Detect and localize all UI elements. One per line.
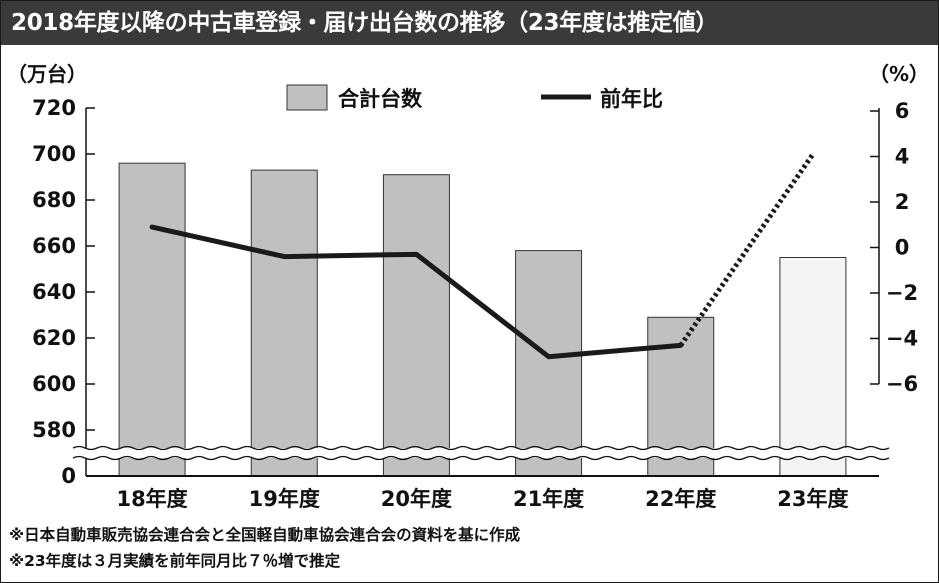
category-label: 23年度 bbox=[777, 487, 848, 511]
category-label: 21年度 bbox=[513, 487, 584, 511]
left-tick-label: 680 bbox=[32, 188, 76, 212]
right-tick-label: −6 bbox=[886, 372, 918, 396]
category-label: 20年度 bbox=[381, 487, 452, 511]
category-label: 19年度 bbox=[249, 487, 320, 511]
right-tick-label: 2 bbox=[895, 190, 910, 214]
left-tick-label: 0 bbox=[61, 464, 76, 488]
bar-1 bbox=[118, 162, 186, 477]
bar-6 bbox=[779, 257, 847, 477]
left-tick-label: 600 bbox=[32, 372, 76, 396]
right-tick-label: 6 bbox=[895, 99, 910, 123]
legend-line-label: 前年比 bbox=[600, 87, 663, 111]
left-tick-label: 620 bbox=[32, 326, 76, 350]
chart-title: 2018年度以降の中古車登録・届け出台数の推移（23年度は推定値） bbox=[1, 1, 938, 45]
axis-break-band bbox=[71, 448, 885, 458]
left-axis-label: （万台） bbox=[7, 62, 87, 86]
yoy-line-estimated bbox=[678, 152, 815, 347]
axis-break-bottom bbox=[72, 455, 890, 461]
right-tick-label: −4 bbox=[886, 327, 918, 351]
legend-bar-swatch bbox=[286, 84, 328, 111]
right-tick-label: 0 bbox=[895, 236, 910, 260]
estimate-note: ※23年度は３月実績を前年同月比７％増で推定 bbox=[9, 552, 341, 570]
axis-break-top bbox=[72, 445, 890, 451]
left-tick-label: 700 bbox=[32, 142, 76, 166]
left-tick-label: 720 bbox=[32, 96, 76, 120]
right-tick-label: −2 bbox=[886, 281, 918, 305]
right-tick-label: 4 bbox=[895, 145, 910, 169]
left-tick-label: 580 bbox=[32, 418, 76, 442]
source-note: ※日本自動車販売協会連合会と全国軽自動車協会連合会の資料を基に作成 bbox=[9, 526, 521, 544]
bar-3 bbox=[382, 174, 450, 477]
legend-bar-label: 合計台数 bbox=[338, 87, 423, 111]
category-label: 22年度 bbox=[645, 487, 716, 511]
chart-svg: 720 700 680 660 640 620 600 580 0 （万台） 6 4 2 0 −2 −4 −6 （… bbox=[7, 62, 929, 511]
right-axis-label: （%） bbox=[869, 62, 929, 86]
left-tick-label: 660 bbox=[32, 234, 76, 258]
bar-2 bbox=[250, 169, 318, 477]
category-label: 18年度 bbox=[116, 487, 187, 511]
left-tick-label: 640 bbox=[32, 280, 76, 304]
bar-4 bbox=[515, 250, 583, 477]
